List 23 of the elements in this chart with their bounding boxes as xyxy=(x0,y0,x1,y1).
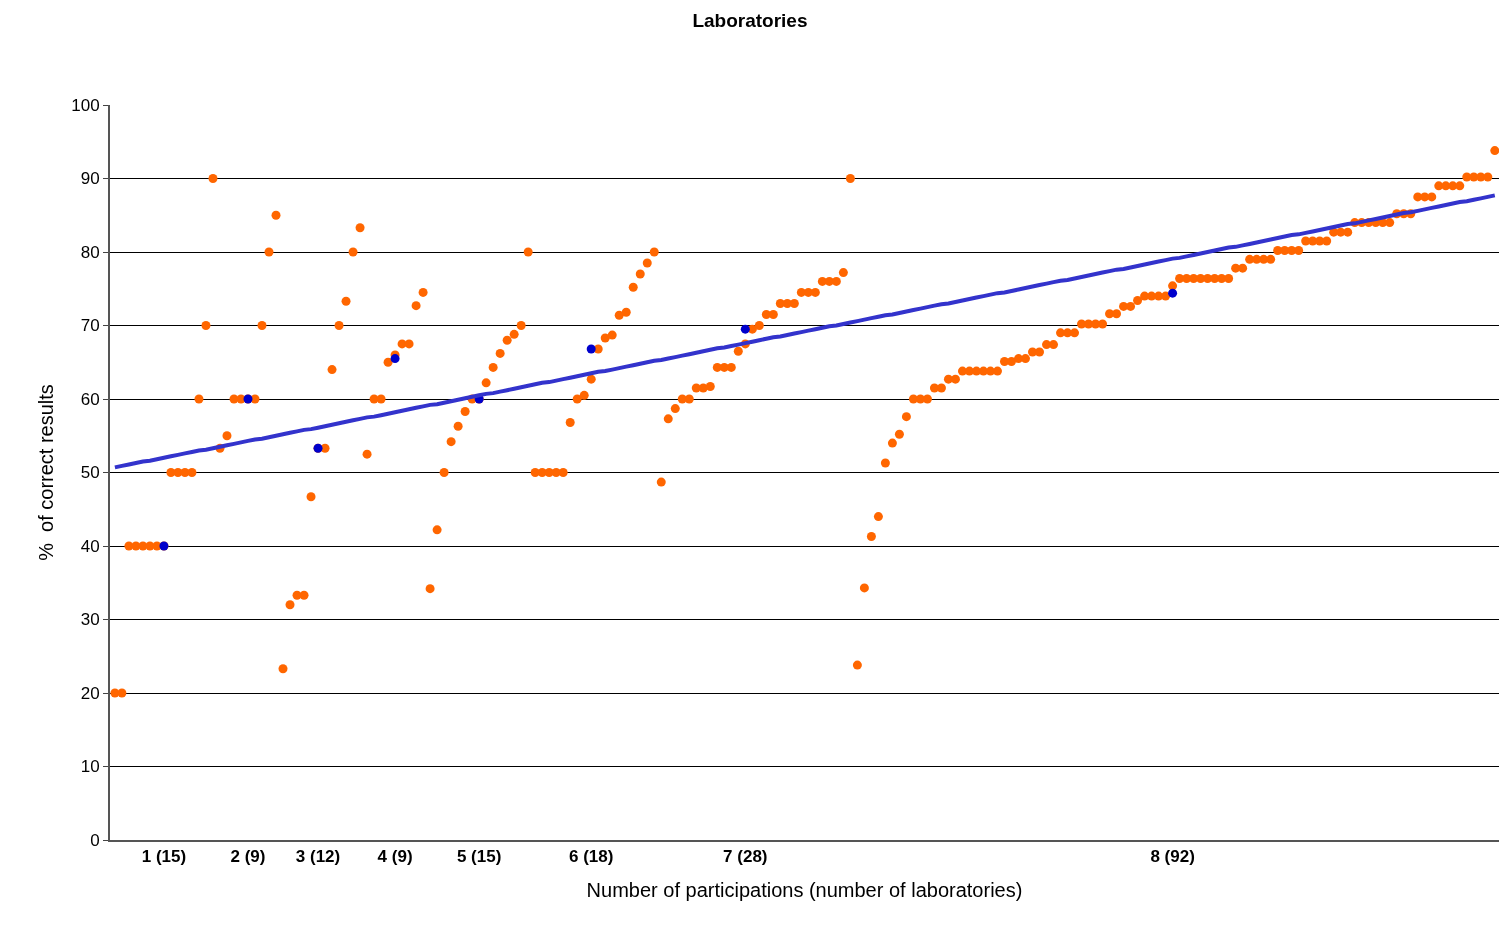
x-tick-label: 4 (9) xyxy=(377,847,413,867)
y-tick-label: 100 xyxy=(71,95,100,115)
y-tick-label: 30 xyxy=(80,610,100,630)
x-tick-label: 3 (12) xyxy=(295,847,341,867)
y-tick-label: 0 xyxy=(90,830,100,850)
y-tick-label: 10 xyxy=(80,757,100,777)
y-axis-title: % of correct results xyxy=(35,384,58,561)
y-tick-label: 20 xyxy=(80,683,100,703)
y-tick-label: 50 xyxy=(80,463,100,483)
x-tick-label: 7 (28) xyxy=(723,847,768,867)
y-tick-label: 60 xyxy=(80,389,100,409)
y-tick-label: 70 xyxy=(80,316,100,336)
line-series xyxy=(112,193,1497,470)
x-tick-label: 8 (92) xyxy=(1150,847,1195,867)
x-tick-label: 6 (18) xyxy=(569,847,614,867)
x-tick-label: 5 (15) xyxy=(456,847,502,867)
y-tick-label: 90 xyxy=(80,169,100,189)
y-tick-label: 40 xyxy=(80,536,100,556)
x-axis-title: Number of participations (number of laboratories) xyxy=(586,879,1023,902)
chart-title: Laboratories xyxy=(692,10,808,32)
x-tick-label: 2 (9) xyxy=(230,847,266,867)
x-tick-label: 1 (15) xyxy=(141,847,187,867)
y-tick-label: 80 xyxy=(80,242,100,262)
